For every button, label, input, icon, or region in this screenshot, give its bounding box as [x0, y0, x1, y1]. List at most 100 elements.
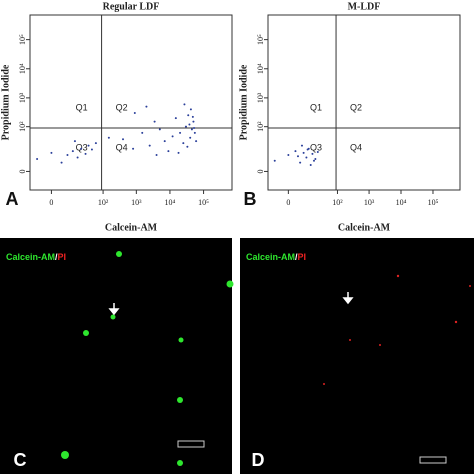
panel-label: A — [6, 189, 19, 209]
point — [87, 144, 90, 147]
y-tick-label: 10² — [256, 121, 265, 132]
point — [132, 147, 135, 150]
point — [90, 148, 93, 151]
point — [312, 159, 315, 162]
quadrant-label: Q2 — [116, 102, 128, 112]
quadrant-label: Q3 — [310, 142, 322, 152]
point — [141, 131, 144, 134]
point — [107, 136, 110, 139]
point — [94, 142, 97, 145]
point — [305, 156, 308, 159]
micrograph — [240, 238, 474, 474]
point — [186, 145, 189, 148]
point — [287, 153, 290, 156]
point — [76, 156, 79, 159]
quadrant-label: Q4 — [350, 142, 362, 152]
point — [122, 138, 125, 141]
point — [84, 152, 87, 155]
y-tick-label: 0 — [256, 169, 265, 173]
x-tick-label: 10⁴ — [165, 198, 176, 207]
x-tick-label: 10⁵ — [198, 198, 209, 207]
cell — [116, 251, 122, 257]
y-axis-label: Propidium Iodide — [238, 64, 249, 140]
point — [148, 144, 151, 147]
y-tick-label: 10⁴ — [18, 63, 27, 74]
point — [153, 120, 156, 123]
y-tick-label: 10⁵ — [256, 34, 265, 45]
quadrant-label: Q1 — [310, 102, 322, 112]
x-tick-label: 0 — [286, 198, 290, 207]
point — [179, 131, 182, 134]
y-axis-label: Propidium Iodide — [0, 64, 11, 140]
point — [300, 144, 303, 147]
point — [309, 163, 312, 166]
point — [163, 140, 166, 143]
y-tick-label: 10⁴ — [256, 63, 265, 74]
cells — [61, 251, 234, 466]
point — [189, 108, 192, 111]
cell — [454, 320, 458, 324]
arrow-head — [108, 308, 120, 316]
cell — [177, 460, 183, 466]
cell — [177, 397, 183, 403]
point — [158, 128, 161, 131]
point — [177, 151, 180, 154]
point — [80, 147, 83, 150]
stain-red: PI — [298, 252, 307, 262]
arrows — [108, 292, 354, 316]
point — [155, 153, 158, 156]
quadrant-label: Q2 — [350, 102, 362, 112]
panel-label: C — [14, 450, 27, 470]
point — [171, 135, 174, 138]
point — [50, 151, 53, 154]
y-tick-label: 10² — [18, 121, 27, 132]
point — [133, 112, 136, 115]
point — [296, 155, 299, 158]
point — [306, 148, 309, 151]
point — [36, 158, 39, 161]
cell — [110, 314, 116, 320]
point — [192, 120, 195, 123]
chart-title: Regular LDF — [103, 1, 160, 12]
cell — [323, 383, 325, 385]
x-tick-label: 10⁵ — [428, 198, 439, 207]
stain-sep: / — [55, 252, 58, 262]
point — [188, 123, 191, 126]
chart-title: M-LDF — [348, 1, 381, 12]
point — [174, 117, 177, 120]
scale-bar — [177, 440, 205, 448]
scale-bars — [177, 440, 447, 464]
point — [184, 125, 187, 128]
x-tick-label: 10² — [332, 198, 343, 207]
x-tick-label: 10⁴ — [396, 198, 407, 207]
cell — [178, 337, 184, 343]
quadrant-label: Q4 — [116, 142, 128, 152]
y-tick-label: 10³ — [256, 92, 265, 103]
micrograph — [0, 238, 232, 474]
stain-label: Calcein-AM/PI — [6, 252, 66, 262]
point — [66, 153, 69, 156]
stain-green: Calcein-AM — [6, 252, 55, 262]
plot-frame — [29, 14, 233, 191]
stain-red: PI — [58, 252, 67, 262]
cells — [323, 274, 471, 385]
point — [189, 136, 192, 139]
y-tick-label: 10⁵ — [18, 34, 27, 45]
x-tick-label: 10² — [98, 198, 109, 207]
quadrant-label: Q1 — [76, 102, 88, 112]
plot-frame — [267, 14, 461, 191]
point — [190, 128, 193, 131]
point — [195, 140, 198, 143]
cell — [226, 280, 234, 288]
point — [193, 131, 196, 134]
x-tick-label: 10³ — [131, 198, 142, 207]
x-axis-label: Calcein-AM — [105, 222, 158, 233]
point — [73, 140, 76, 143]
cell — [396, 274, 400, 278]
point — [60, 161, 63, 164]
cell — [83, 330, 89, 336]
stain-green: Calcein-AM — [246, 252, 295, 262]
point — [316, 150, 319, 153]
cell — [469, 285, 471, 287]
